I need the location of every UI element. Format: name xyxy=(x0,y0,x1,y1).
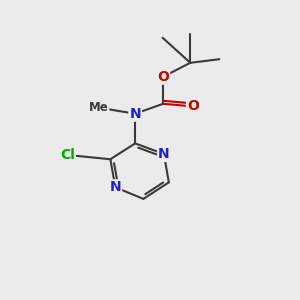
Text: O: O xyxy=(187,99,199,113)
Text: Cl: Cl xyxy=(60,148,75,162)
Text: N: N xyxy=(158,147,170,161)
Text: N: N xyxy=(110,180,121,194)
Text: O: O xyxy=(157,70,169,84)
Text: Me: Me xyxy=(89,101,109,114)
Text: N: N xyxy=(129,107,141,121)
